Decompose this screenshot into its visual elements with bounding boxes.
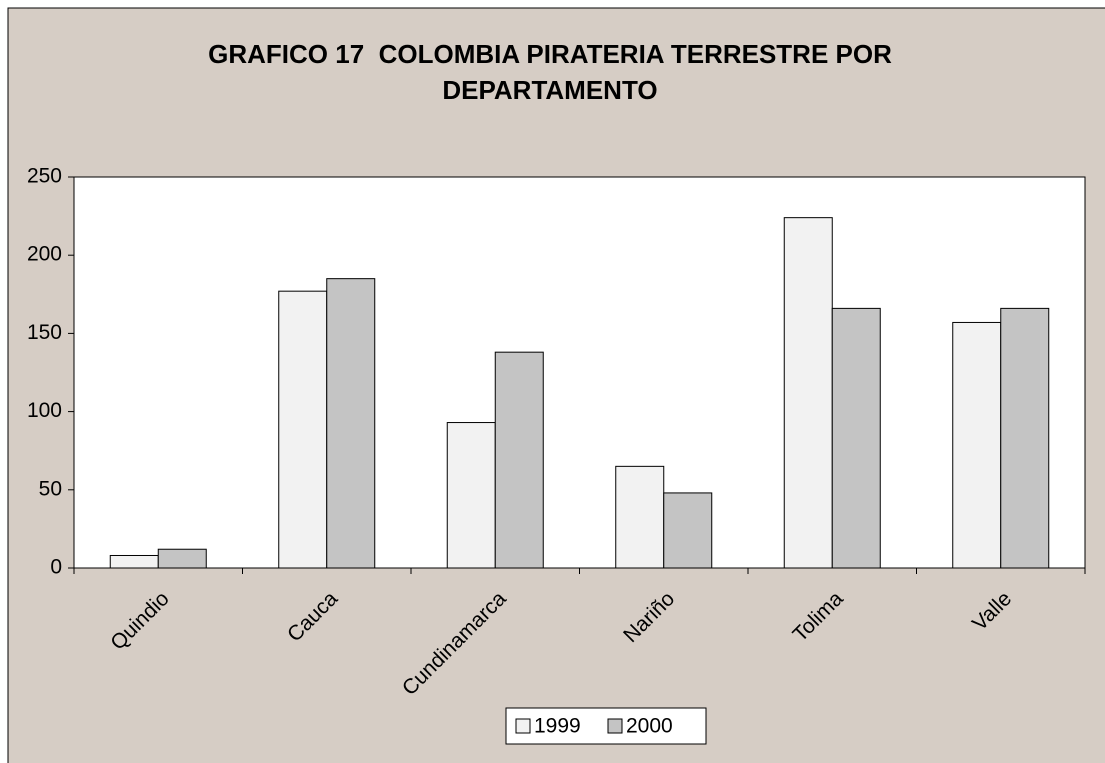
- legend-box: [505, 707, 707, 745]
- bar: [109, 554, 159, 569]
- bar: [278, 290, 328, 569]
- y-tick-label: 100: [27, 399, 62, 422]
- bar: [952, 321, 1002, 569]
- legend-swatch: [515, 718, 531, 734]
- bar: [831, 307, 881, 569]
- legend-label: 2000: [626, 715, 673, 738]
- bar: [157, 548, 207, 569]
- y-tick-label: 0: [50, 556, 62, 579]
- chart-title: GRAFICO 17 COLOMBIA PIRATERIA TERRESTRE …: [208, 39, 900, 105]
- bar: [446, 422, 496, 569]
- plot-area: [73, 176, 1086, 569]
- bar: [663, 492, 713, 569]
- bar: [494, 351, 544, 569]
- bar: [326, 278, 376, 569]
- y-tick-label: 150: [27, 321, 62, 344]
- legend-label: 1999: [534, 715, 581, 738]
- bar: [615, 465, 665, 569]
- legend-swatch: [607, 718, 623, 734]
- bar: [783, 217, 833, 569]
- bar: [1000, 307, 1050, 569]
- y-tick-label: 50: [39, 477, 62, 500]
- y-tick-label: 250: [27, 165, 62, 188]
- y-tick-label: 200: [27, 243, 62, 266]
